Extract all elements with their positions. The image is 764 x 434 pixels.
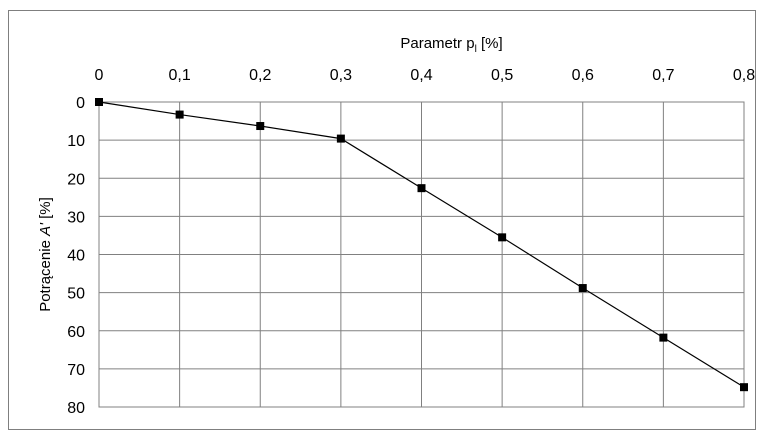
data-point-marker [659, 333, 668, 342]
x-tick-label: 0,1 [169, 67, 191, 84]
y-tick-label: 30 [67, 209, 85, 226]
data-point-marker [95, 98, 103, 106]
y-tick-label: 10 [67, 133, 85, 150]
x-tick-label: 0,3 [330, 67, 352, 84]
y-tick-label: 40 [67, 248, 85, 265]
x-axis-title-text: Parametr p [400, 35, 474, 52]
data-point-marker [336, 134, 345, 143]
x-axis-title-unit: [%] [477, 35, 503, 52]
y-tick-label: 70 [67, 362, 85, 379]
y-tick-label: 20 [67, 171, 85, 188]
x-tick-label: 0,7 [652, 67, 674, 84]
x-tick-labels: 0 0,1 0,2 0,3 0,4 0,5 0,6 0,7 0,8 [95, 67, 756, 84]
y-tick-labels: 0 10 20 30 40 50 60 70 80 [67, 95, 85, 417]
grid [98, 101, 745, 408]
x-tick-label: 0,6 [572, 67, 594, 84]
data-point-marker [417, 184, 426, 193]
x-tick-label: 0,2 [249, 67, 271, 84]
plot-area-border [98, 101, 745, 408]
data-point-marker [498, 233, 507, 242]
y-axis-title-unit: [%] [37, 197, 54, 223]
x-tick-label: 0,4 [410, 67, 432, 84]
data-point-marker [256, 122, 265, 131]
y-tick-label: 50 [67, 286, 85, 303]
x-tick-label: 0,8 [733, 67, 755, 84]
x-tick-label: 0 [95, 67, 104, 84]
y-tick-label: 60 [67, 324, 85, 341]
x-axis-title-subscript: l [475, 44, 477, 55]
x-tick-label: 0,5 [491, 67, 513, 84]
data-point-marker [175, 110, 184, 119]
x-axis-title: Parametr pl [%] [400, 35, 502, 55]
series-group [95, 98, 748, 392]
y-axis-title: Potrącenie A' [%] [37, 197, 54, 312]
y-axis-title-italic: A' [37, 222, 54, 237]
data-point-marker [740, 383, 748, 392]
chart-frame [8, 10, 756, 430]
y-axis-title-text: Potrącenie [37, 236, 54, 312]
data-point-marker [578, 284, 587, 293]
y-tick-label: 80 [67, 400, 85, 417]
y-tick-label: 0 [76, 95, 85, 112]
